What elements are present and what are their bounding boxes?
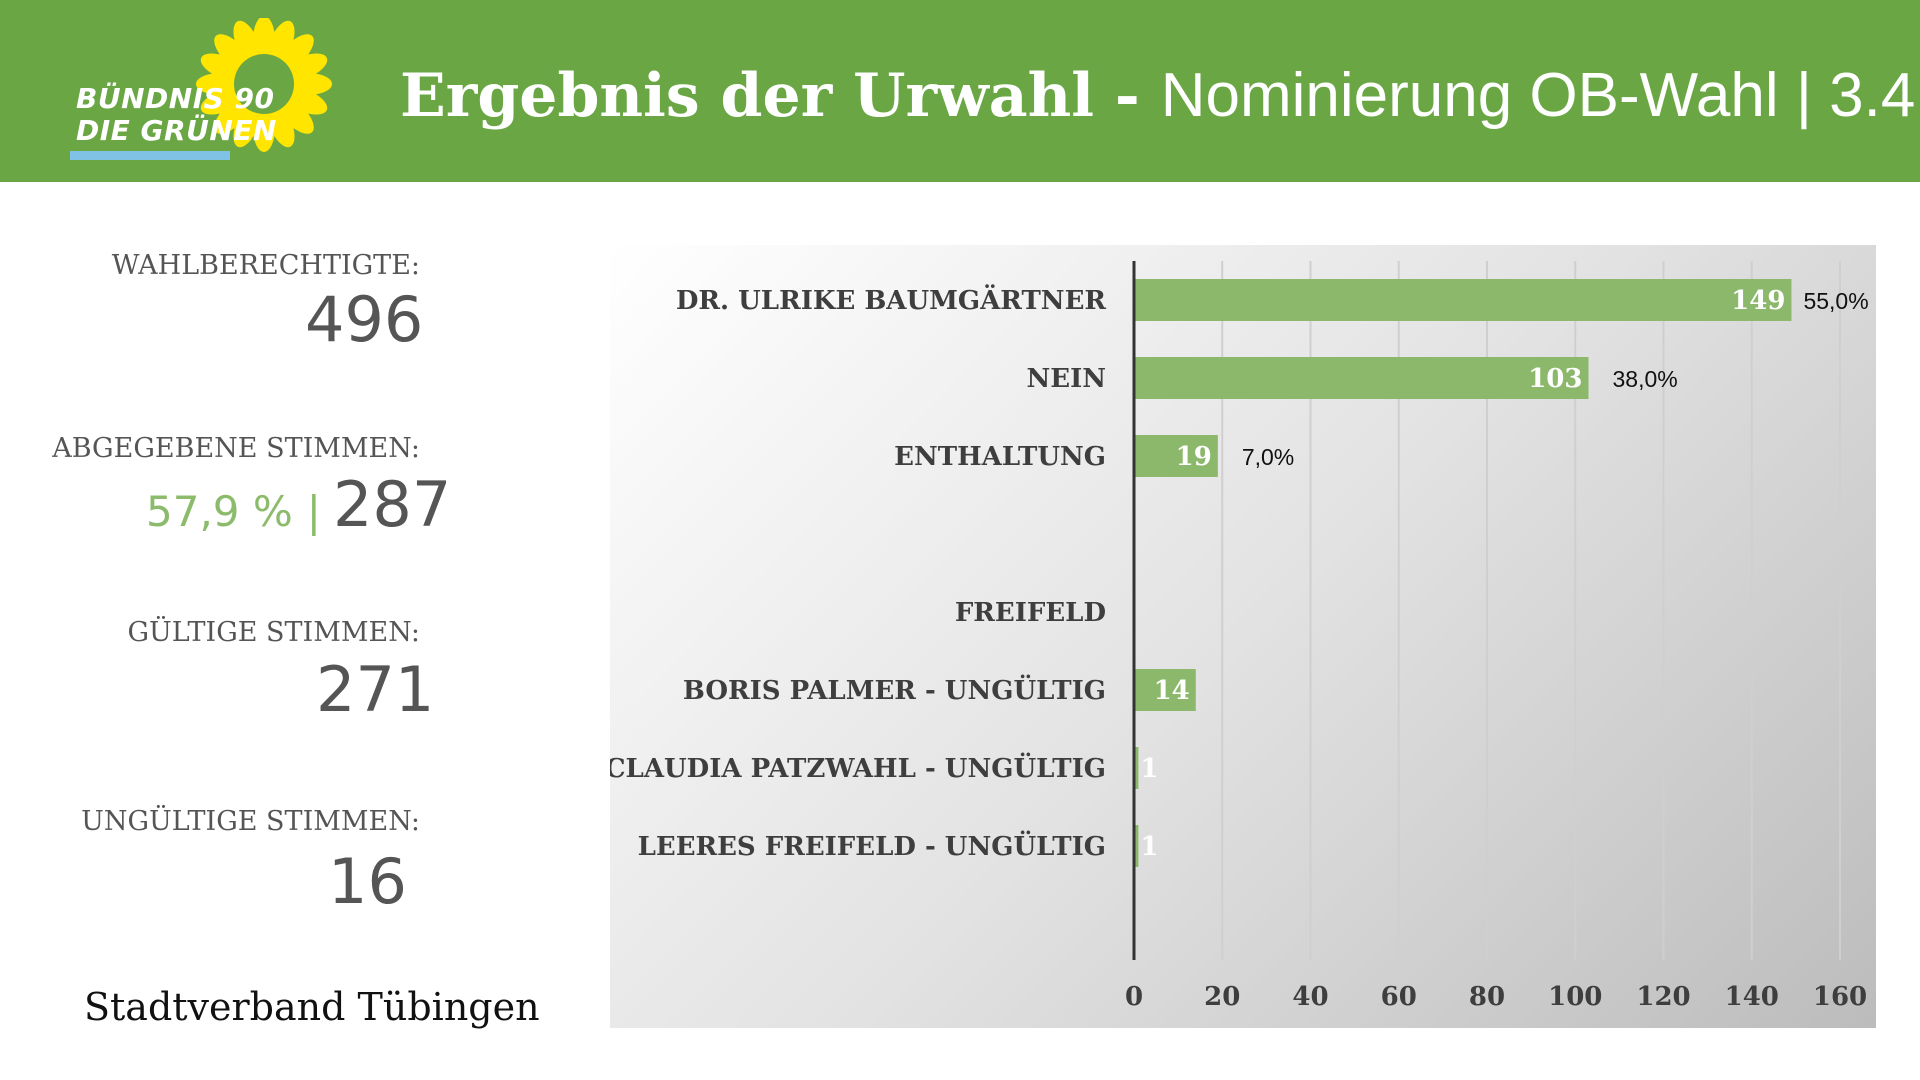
percent-label: 7,0% bbox=[1242, 444, 1294, 470]
x-tick-label: 20 bbox=[1204, 982, 1240, 1012]
bar bbox=[1134, 357, 1589, 399]
abgegeben-row: 57,9 % | 287 bbox=[146, 470, 451, 547]
bar-value-label: 1 bbox=[1140, 832, 1158, 862]
bar bbox=[1134, 669, 1196, 711]
ungueltig-label: UNGÜLTIGE STIMMEN: bbox=[81, 806, 420, 837]
category-label: DR. ULRIKE BAUMGÄRTNER bbox=[676, 284, 1107, 316]
sunflower-petal bbox=[200, 53, 246, 81]
category-label: BORIS PALMER - UNGÜLTIG bbox=[683, 674, 1106, 706]
sunflower-petal bbox=[233, 102, 261, 148]
x-tick-label: 40 bbox=[1292, 982, 1328, 1012]
percent-label: 38,0% bbox=[1612, 366, 1677, 392]
title-main: Ergebnis der Urwahl - bbox=[400, 61, 1161, 131]
bar bbox=[1134, 747, 1139, 789]
x-tick-label: 140 bbox=[1725, 982, 1779, 1012]
gueltig-label: GÜLTIGE STIMMEN: bbox=[127, 617, 420, 648]
bar bbox=[1134, 825, 1139, 867]
sunflower-petal bbox=[233, 20, 261, 66]
party-logo: BÜNDNIS 90 DIE GRÜNEN bbox=[64, 16, 334, 168]
chart-canvas: DR. ULRIKE BAUMGÄRTNER 149 55,0% NEIN 103 38,… bbox=[610, 261, 1869, 1012]
sunflower-petal bbox=[267, 102, 295, 148]
bar-value-label: 103 bbox=[1528, 364, 1582, 394]
x-tick-label: 60 bbox=[1381, 982, 1417, 1012]
bar bbox=[1134, 279, 1792, 321]
gueltig-value: 271 bbox=[316, 653, 435, 726]
ungueltig-value: 16 bbox=[328, 845, 407, 918]
title-sub: Nominierung OB-Wahl | 3.4.22 bbox=[1160, 61, 1920, 130]
page-title: Ergebnis der Urwahl - Nominierung OB-Wah… bbox=[400, 60, 1920, 132]
sunflower-petal bbox=[214, 34, 252, 72]
abgegeben-label: ABGEGEBENE STIMMEN: bbox=[52, 433, 420, 464]
footer-organization: Stadtverband Tübingen bbox=[84, 985, 540, 1029]
x-tick-label: 160 bbox=[1813, 982, 1867, 1012]
wahlberechtigte-value: 496 bbox=[305, 283, 424, 356]
category-label: CLAUDIA PATZWAHL - UNGÜLTIG bbox=[610, 752, 1106, 784]
bar-value-label: 149 bbox=[1731, 286, 1785, 316]
bar bbox=[1134, 435, 1218, 477]
results-bar-chart: DR. ULRIKE BAUMGÄRTNER 149 55,0% NEIN 103 38,… bbox=[610, 245, 1876, 1028]
logo-text-line1: BÜNDNIS 90 bbox=[76, 82, 275, 115]
category-label: FREIFELD bbox=[955, 598, 1106, 628]
x-tick-label: 100 bbox=[1548, 982, 1602, 1012]
sunflower-icon bbox=[196, 16, 332, 152]
x-tick-label: 80 bbox=[1469, 982, 1505, 1012]
bar-value-label: 14 bbox=[1154, 676, 1190, 706]
abgegeben-separator: | bbox=[306, 487, 321, 536]
logo-text-line2: DIE GRÜNEN bbox=[76, 114, 277, 147]
x-tick-label: 0 bbox=[1125, 982, 1143, 1012]
abgegeben-value: 287 bbox=[332, 468, 452, 541]
category-label: NEIN bbox=[1026, 364, 1106, 394]
percent-label: 55,0% bbox=[1803, 288, 1868, 314]
sunflower-petal bbox=[276, 34, 314, 72]
abgegeben-percent: 57,9 % bbox=[146, 487, 293, 536]
sunflower-petal bbox=[200, 87, 246, 115]
category-label: ENTHALTUNG bbox=[894, 442, 1106, 472]
sunflower-petal bbox=[214, 96, 252, 134]
sunflower-petal bbox=[276, 96, 314, 134]
sunflower-petal bbox=[267, 20, 295, 66]
logo-underline bbox=[70, 151, 230, 160]
category-label: LEERES FREIFELD - UNGÜLTIG bbox=[638, 830, 1106, 862]
bar-value-label: 1 bbox=[1140, 754, 1158, 784]
sunflower-petal bbox=[282, 87, 328, 115]
wahlberechtigte-label: WAHLBERECHTIGTE: bbox=[111, 250, 420, 281]
x-tick-label: 120 bbox=[1636, 982, 1690, 1012]
header-banner: BÜNDNIS 90 DIE GRÜNEN Ergebnis der Urwah… bbox=[0, 0, 1920, 182]
bar-value-label: 19 bbox=[1176, 442, 1212, 472]
sunflower-petal bbox=[282, 53, 328, 81]
